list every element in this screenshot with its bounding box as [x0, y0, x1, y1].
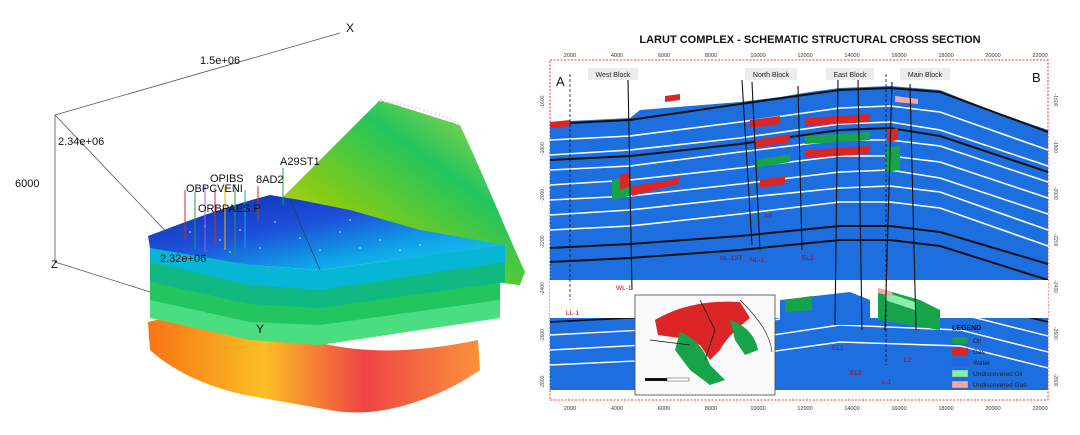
depth-tick-left: -2400	[540, 282, 546, 295]
axis-z-label: Z	[51, 259, 58, 271]
depth-tick-right: -2400	[1052, 280, 1058, 293]
well-el3: EL3	[802, 255, 814, 262]
x-tick-top: 14000	[844, 53, 859, 59]
horizon-layer-1	[150, 245, 505, 290]
depth-tick-left: -2600	[540, 329, 546, 342]
well-wl-1: WL-1	[616, 285, 632, 292]
legend-swatch	[951, 380, 969, 389]
depth-tick-right: -2000	[1052, 187, 1058, 200]
depth-tick-left: -1800	[540, 142, 546, 155]
well-l2: L2	[904, 357, 912, 364]
depth-ticks-left: -1600 -1800 -2000 -2200 -2400 -2600 -2800	[540, 95, 546, 388]
x-tick-bottom: 10000	[750, 406, 765, 412]
depth-tick-left: -1600	[540, 95, 546, 108]
block-label-north: North Block	[753, 72, 790, 79]
x-tick-bottom: 6000	[658, 406, 670, 412]
x-tick-top: 4000	[611, 53, 623, 59]
legend-swatch	[951, 369, 969, 378]
legend-label: Gas	[973, 349, 986, 356]
well-l-1: L-1	[882, 379, 892, 386]
legend-title: LEGEND	[952, 325, 981, 332]
well-nl-1st: NL-1ST	[720, 255, 742, 262]
x-tick-top: 18000	[938, 53, 953, 59]
x-tick-top: 22000	[1032, 53, 1047, 59]
depth-tick-right: -1600	[1052, 94, 1058, 107]
tick-y-top: 2.34e+06	[58, 136, 104, 148]
legend: LEGEND Oil Gas Water Undiscovered Oil Undisc…	[951, 325, 1027, 389]
x-tick-bottom: 8000	[705, 406, 717, 412]
legend-swatch	[951, 347, 969, 356]
axis-x-label: X	[346, 21, 354, 35]
depth-tick-right: -2800	[1052, 374, 1058, 387]
block-label-east: East Block	[833, 72, 867, 79]
top-horizon	[148, 195, 505, 270]
3d-model-view: X Y Z 1.5e+06 2.34e+06 2.32e+06 6000 A29…	[15, 21, 525, 413]
depth-tick-left: -2800	[540, 375, 546, 388]
well-label-8ad2: 8AD2	[256, 174, 284, 186]
dashed-well-traces	[569, 74, 887, 365]
x-tick-bottom: 12000	[797, 406, 812, 412]
well-nl-1: NL-1	[750, 257, 764, 264]
x-tick-top: 16000	[891, 53, 906, 59]
x-tick-bottom: 4000	[611, 406, 623, 412]
x-tick-bottom: 20000	[985, 406, 1000, 412]
well-cluster-mid: OPIBS	[210, 173, 244, 185]
legend-label: Oil	[973, 338, 982, 345]
x-axis-ticks-bottom: 2000 4000 6000 8000 10000 12000 14000 16000 1800…	[564, 406, 1048, 412]
x-tick-bottom: 22000	[1032, 406, 1047, 412]
cross-section-figure: LARUT COMPLEX - SCHEMATIC STRUCTURAL CRO…	[540, 34, 1058, 412]
x-tick-top: 2000	[564, 53, 576, 59]
depth-tick-right: -2200	[1052, 234, 1058, 247]
inset-map	[634, 294, 776, 396]
block-label-main: Main Block	[908, 72, 943, 79]
depth-tick-left: -2000	[540, 189, 546, 202]
x-tick-bottom: 14000	[844, 406, 859, 412]
well-label-a29st1: A29ST1	[280, 156, 320, 168]
well-labels: LL-1 WL-1 NL-1ST NL-1 A8 EL3 EL1 EL2 L-1…	[566, 213, 912, 386]
well-cluster-lower: ORBPAES P	[198, 203, 261, 215]
block-labels: West Block North Block East Block Main B…	[588, 68, 950, 80]
legend-swatch	[951, 358, 969, 367]
tick-z: 6000	[15, 178, 39, 190]
depth-tick-right: -1800	[1052, 140, 1058, 153]
section-end-b: B	[1032, 70, 1041, 85]
x-tick-top: 6000	[658, 53, 670, 59]
well-el2: EL2	[850, 370, 862, 377]
legend-label: Undiscovered Oil	[973, 371, 1023, 378]
depth-tick-right: -2600	[1052, 327, 1058, 340]
x-tick-bottom: 16000	[891, 406, 906, 412]
well-el1: EL1	[832, 345, 844, 352]
well-a8: A8	[764, 213, 772, 220]
x-tick-bottom: 2000	[564, 406, 576, 412]
fault-lines	[627, 79, 917, 331]
well-cluster-upper: OBPCVENI	[186, 183, 243, 195]
depth-ticks-right: -1600 -1800 -2000 -2200 -2400 -2600 -2800	[1052, 94, 1058, 387]
cross-section-title: LARUT COMPLEX - SCHEMATIC STRUCTURAL CRO…	[639, 34, 980, 46]
lower-horizon	[148, 317, 480, 413]
legend-swatch	[951, 336, 969, 345]
legend-label: Undiscovered Gas	[973, 382, 1027, 389]
section-end-a: A	[556, 74, 565, 89]
tick-y-bottom: 2.32e+06	[160, 253, 206, 265]
horizon-layer-2	[150, 262, 505, 308]
x-tick-top: 8000	[705, 53, 717, 59]
tick-x: 1.5e+06	[200, 55, 240, 67]
well-ll-1: LL-1	[566, 310, 579, 317]
x-tick-bottom: 18000	[938, 406, 953, 412]
well-sticks	[184, 168, 284, 255]
depth-tick-left: -2200	[540, 235, 546, 248]
horizon-layer-3	[150, 282, 500, 325]
x-tick-top: 20000	[985, 53, 1000, 59]
block-label-west: West Block	[596, 72, 631, 79]
fault-trace	[289, 199, 321, 271]
x-tick-top: 10000	[750, 53, 765, 59]
x-axis-ticks-top: 2000 4000 6000 8000 10000 12000 14000 16000 1800…	[564, 53, 1048, 59]
legend-label: Water	[973, 360, 991, 367]
axis-y-label: Y	[256, 322, 264, 336]
x-tick-top: 12000	[797, 53, 812, 59]
